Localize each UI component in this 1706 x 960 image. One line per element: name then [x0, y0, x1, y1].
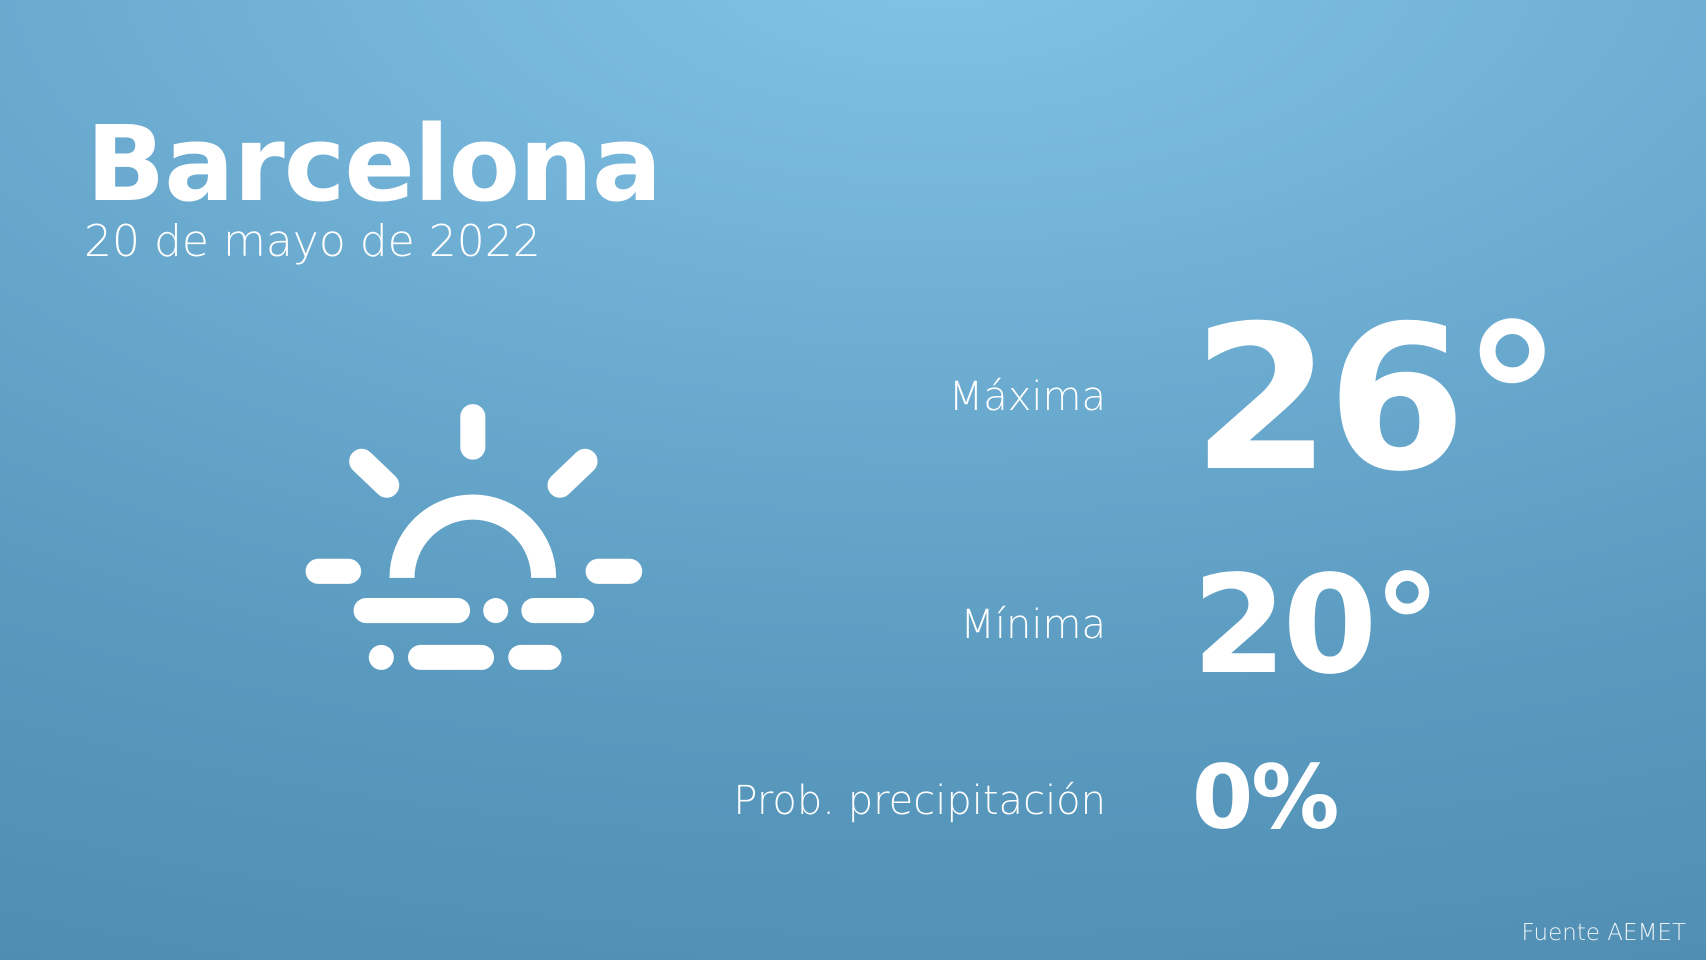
min-value: 20° — [1192, 547, 1441, 705]
max-value: 26° — [1192, 283, 1562, 516]
sunrise-fog-icon — [305, 404, 643, 670]
min-label: Mínima — [960, 602, 1106, 648]
source-credit: Fuente AEMET — [1521, 920, 1686, 946]
precip-value: 0% — [1192, 746, 1339, 849]
max-label: Máxima — [948, 374, 1106, 420]
city-title: Barcelona — [86, 103, 662, 225]
precip-label: Prob. precipitación — [733, 778, 1106, 824]
date-subtitle: 20 de mayo de 2022 — [84, 216, 541, 267]
